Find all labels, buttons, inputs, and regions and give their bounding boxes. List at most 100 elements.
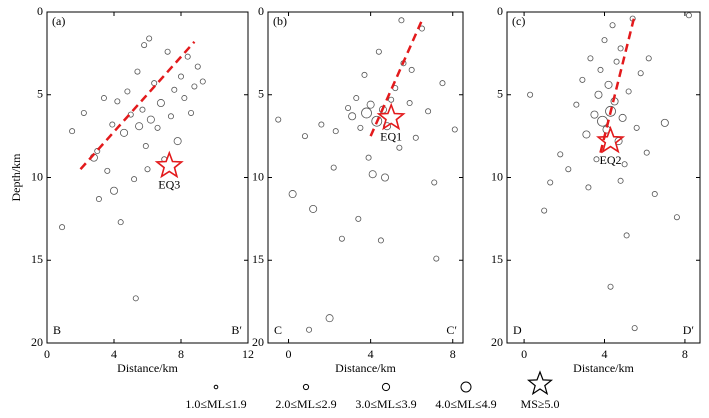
event-point: [380, 173, 389, 182]
mainshock-label: EQ2: [600, 153, 622, 167]
legend-label: 4.0≤ML≤4.9: [435, 397, 496, 411]
event-point: [117, 219, 124, 226]
event-point: [144, 166, 151, 173]
event-point: [330, 164, 337, 171]
event-point: [199, 78, 206, 85]
legend-circle: [213, 384, 219, 390]
legend-circle: [302, 383, 310, 391]
event-point: [181, 95, 188, 102]
y-tick-label: 20: [31, 335, 43, 349]
event-point: [623, 232, 630, 239]
event-point: [605, 105, 616, 117]
y-tick-label: 0: [497, 4, 503, 18]
event-point: [301, 133, 308, 140]
x-tick-label: 0: [44, 347, 50, 361]
event-point: [408, 66, 415, 73]
event-point: [412, 134, 419, 141]
event-point: [146, 115, 155, 124]
event-point: [184, 53, 191, 60]
event-point: [593, 156, 600, 163]
event-point: [80, 109, 87, 116]
event-point: [95, 196, 102, 203]
event-point: [645, 55, 652, 62]
event-point: [338, 235, 345, 242]
event-point: [557, 151, 564, 158]
corner-label: C: [274, 323, 282, 337]
event-point: [306, 326, 313, 333]
event-point: [124, 88, 131, 95]
y-tick-label: 10: [252, 169, 264, 183]
corner-label: C′: [446, 323, 457, 337]
event-point: [154, 124, 161, 131]
y-axis-label: Depth/km: [9, 153, 23, 202]
fault-line: [79, 40, 196, 171]
x-axis-label: Distance/km: [117, 361, 178, 375]
mainshock-label: EQ3: [158, 178, 180, 192]
legend-circle: [381, 382, 391, 392]
fault-line: [599, 15, 636, 153]
x-tick-label: 8: [450, 347, 456, 361]
event-point: [194, 63, 201, 70]
event-point: [361, 107, 372, 119]
event-point: [94, 148, 101, 155]
event-point: [371, 115, 383, 127]
y-tick-label: 5: [258, 87, 264, 101]
x-axis-label: Distance/km: [573, 361, 634, 375]
mainshock-star: [596, 125, 626, 154]
y-tick-label: 10: [31, 169, 43, 183]
y-tick-label: 15: [491, 252, 503, 266]
legend-label: 1.0≤ML≤1.9: [185, 397, 246, 411]
x-tick-label: 8: [178, 347, 184, 361]
event-point: [69, 128, 76, 135]
event-point: [191, 83, 198, 90]
event-point: [288, 190, 297, 199]
event-point: [156, 99, 165, 108]
x-tick-label: 12: [242, 347, 254, 361]
event-point: [110, 186, 119, 195]
plot-frame: [267, 11, 464, 344]
mainshock-star: [154, 150, 184, 179]
mainshock-label: EQ1: [380, 130, 402, 144]
event-point: [332, 128, 339, 135]
y-tick-label: 15: [252, 252, 264, 266]
event-point: [613, 58, 620, 65]
event-point: [406, 100, 413, 107]
event-point: [643, 149, 650, 156]
legend-star: [526, 370, 554, 396]
y-tick-label: 20: [252, 335, 264, 349]
event-point: [114, 98, 121, 105]
y-tick-label: 0: [37, 4, 43, 18]
event-point: [617, 177, 624, 184]
event-point: [377, 237, 384, 244]
event-point: [120, 128, 129, 137]
event-point: [425, 108, 432, 115]
event-point: [579, 76, 586, 83]
event-point: [597, 115, 608, 127]
y-tick-label: 5: [37, 87, 43, 101]
event-point: [396, 144, 403, 151]
event-point: [609, 22, 616, 29]
x-tick-label: 0: [286, 347, 292, 361]
corner-label: D: [513, 323, 522, 337]
event-point: [590, 110, 599, 119]
event-point: [365, 154, 372, 161]
event-point: [100, 95, 107, 102]
event-point: [353, 95, 360, 102]
event-point: [388, 96, 395, 103]
event-point: [565, 166, 572, 173]
x-tick-label: 4: [111, 347, 117, 361]
event-point: [318, 121, 325, 128]
event-point: [167, 113, 174, 120]
event-point: [146, 35, 153, 42]
panel-label: (c): [512, 14, 525, 28]
fault-line: [369, 19, 424, 137]
event-point: [109, 121, 116, 128]
event-point: [173, 137, 182, 146]
event-point: [604, 80, 613, 89]
event-point: [177, 73, 184, 80]
event-point: [139, 106, 146, 113]
event-point: [573, 101, 580, 108]
event-point: [142, 143, 149, 150]
event-point: [366, 100, 375, 109]
event-point: [131, 176, 138, 183]
